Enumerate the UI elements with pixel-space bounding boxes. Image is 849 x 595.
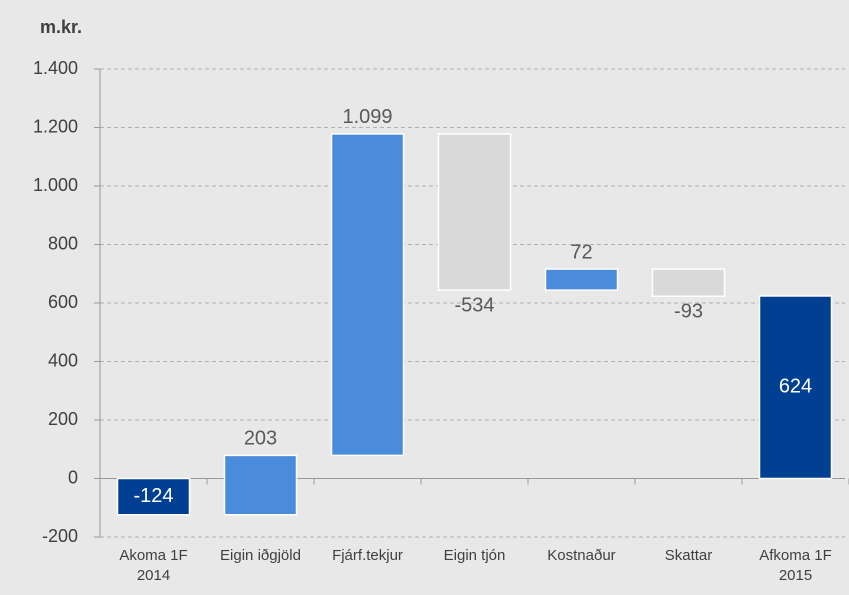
bar bbox=[544, 268, 619, 291]
y-tick-label: 800 bbox=[48, 233, 78, 253]
y-axis-label: m.kr. bbox=[40, 17, 82, 37]
data-label: 1.099 bbox=[342, 106, 392, 128]
bar bbox=[437, 133, 512, 291]
y-tick-label: 200 bbox=[48, 409, 78, 429]
y-tick-label: -200 bbox=[42, 526, 78, 546]
x-tick-label-line: Afkoma 1F bbox=[759, 547, 832, 564]
bar bbox=[651, 268, 726, 298]
bar bbox=[223, 454, 298, 516]
y-tick-label: 400 bbox=[48, 350, 78, 370]
data-label: 203 bbox=[244, 428, 277, 450]
x-tick-label-line: Eigin iðgjöld bbox=[220, 547, 301, 564]
y-tick-label: 1.400 bbox=[33, 58, 78, 78]
x-tick-label-line: Fjárf.tekjur bbox=[332, 547, 403, 564]
x-tick-label: Akoma 1F 2014 bbox=[119, 547, 187, 584]
data-label: 624 bbox=[779, 376, 812, 398]
bar bbox=[330, 133, 405, 457]
x-tick-label-line: Kostnaður bbox=[547, 547, 615, 564]
data-label: -124 bbox=[133, 485, 173, 507]
x-tick-label: Eigin tjón bbox=[444, 547, 506, 564]
data-label: -534 bbox=[454, 294, 494, 316]
bar bbox=[758, 295, 833, 480]
bar bbox=[116, 477, 191, 516]
y-tick-label: 600 bbox=[48, 292, 78, 312]
x-tick-label-line: Akoma 1F bbox=[119, 547, 187, 564]
x-tick-label: Afkoma 1F 2015 bbox=[759, 547, 832, 584]
x-tick-label-line: 2015 bbox=[779, 567, 812, 584]
y-tick-label: 1.200 bbox=[33, 116, 78, 136]
y-tick-label: 1.000 bbox=[33, 175, 78, 195]
x-tick-label-line: Skattar bbox=[665, 547, 713, 564]
x-tick-label-line: 2014 bbox=[137, 567, 170, 584]
x-tick-label: Eigin iðgjöld bbox=[220, 547, 301, 564]
data-label: 72 bbox=[570, 241, 592, 263]
y-tick-label: 0 bbox=[68, 467, 78, 487]
data-label: -93 bbox=[674, 301, 703, 323]
x-tick-label-line: Eigin tjón bbox=[444, 547, 506, 564]
x-tick-label: Skattar bbox=[665, 547, 713, 564]
x-tick-label: Fjárf.tekjur bbox=[332, 547, 403, 564]
x-tick-label: Kostnaður bbox=[547, 547, 615, 564]
